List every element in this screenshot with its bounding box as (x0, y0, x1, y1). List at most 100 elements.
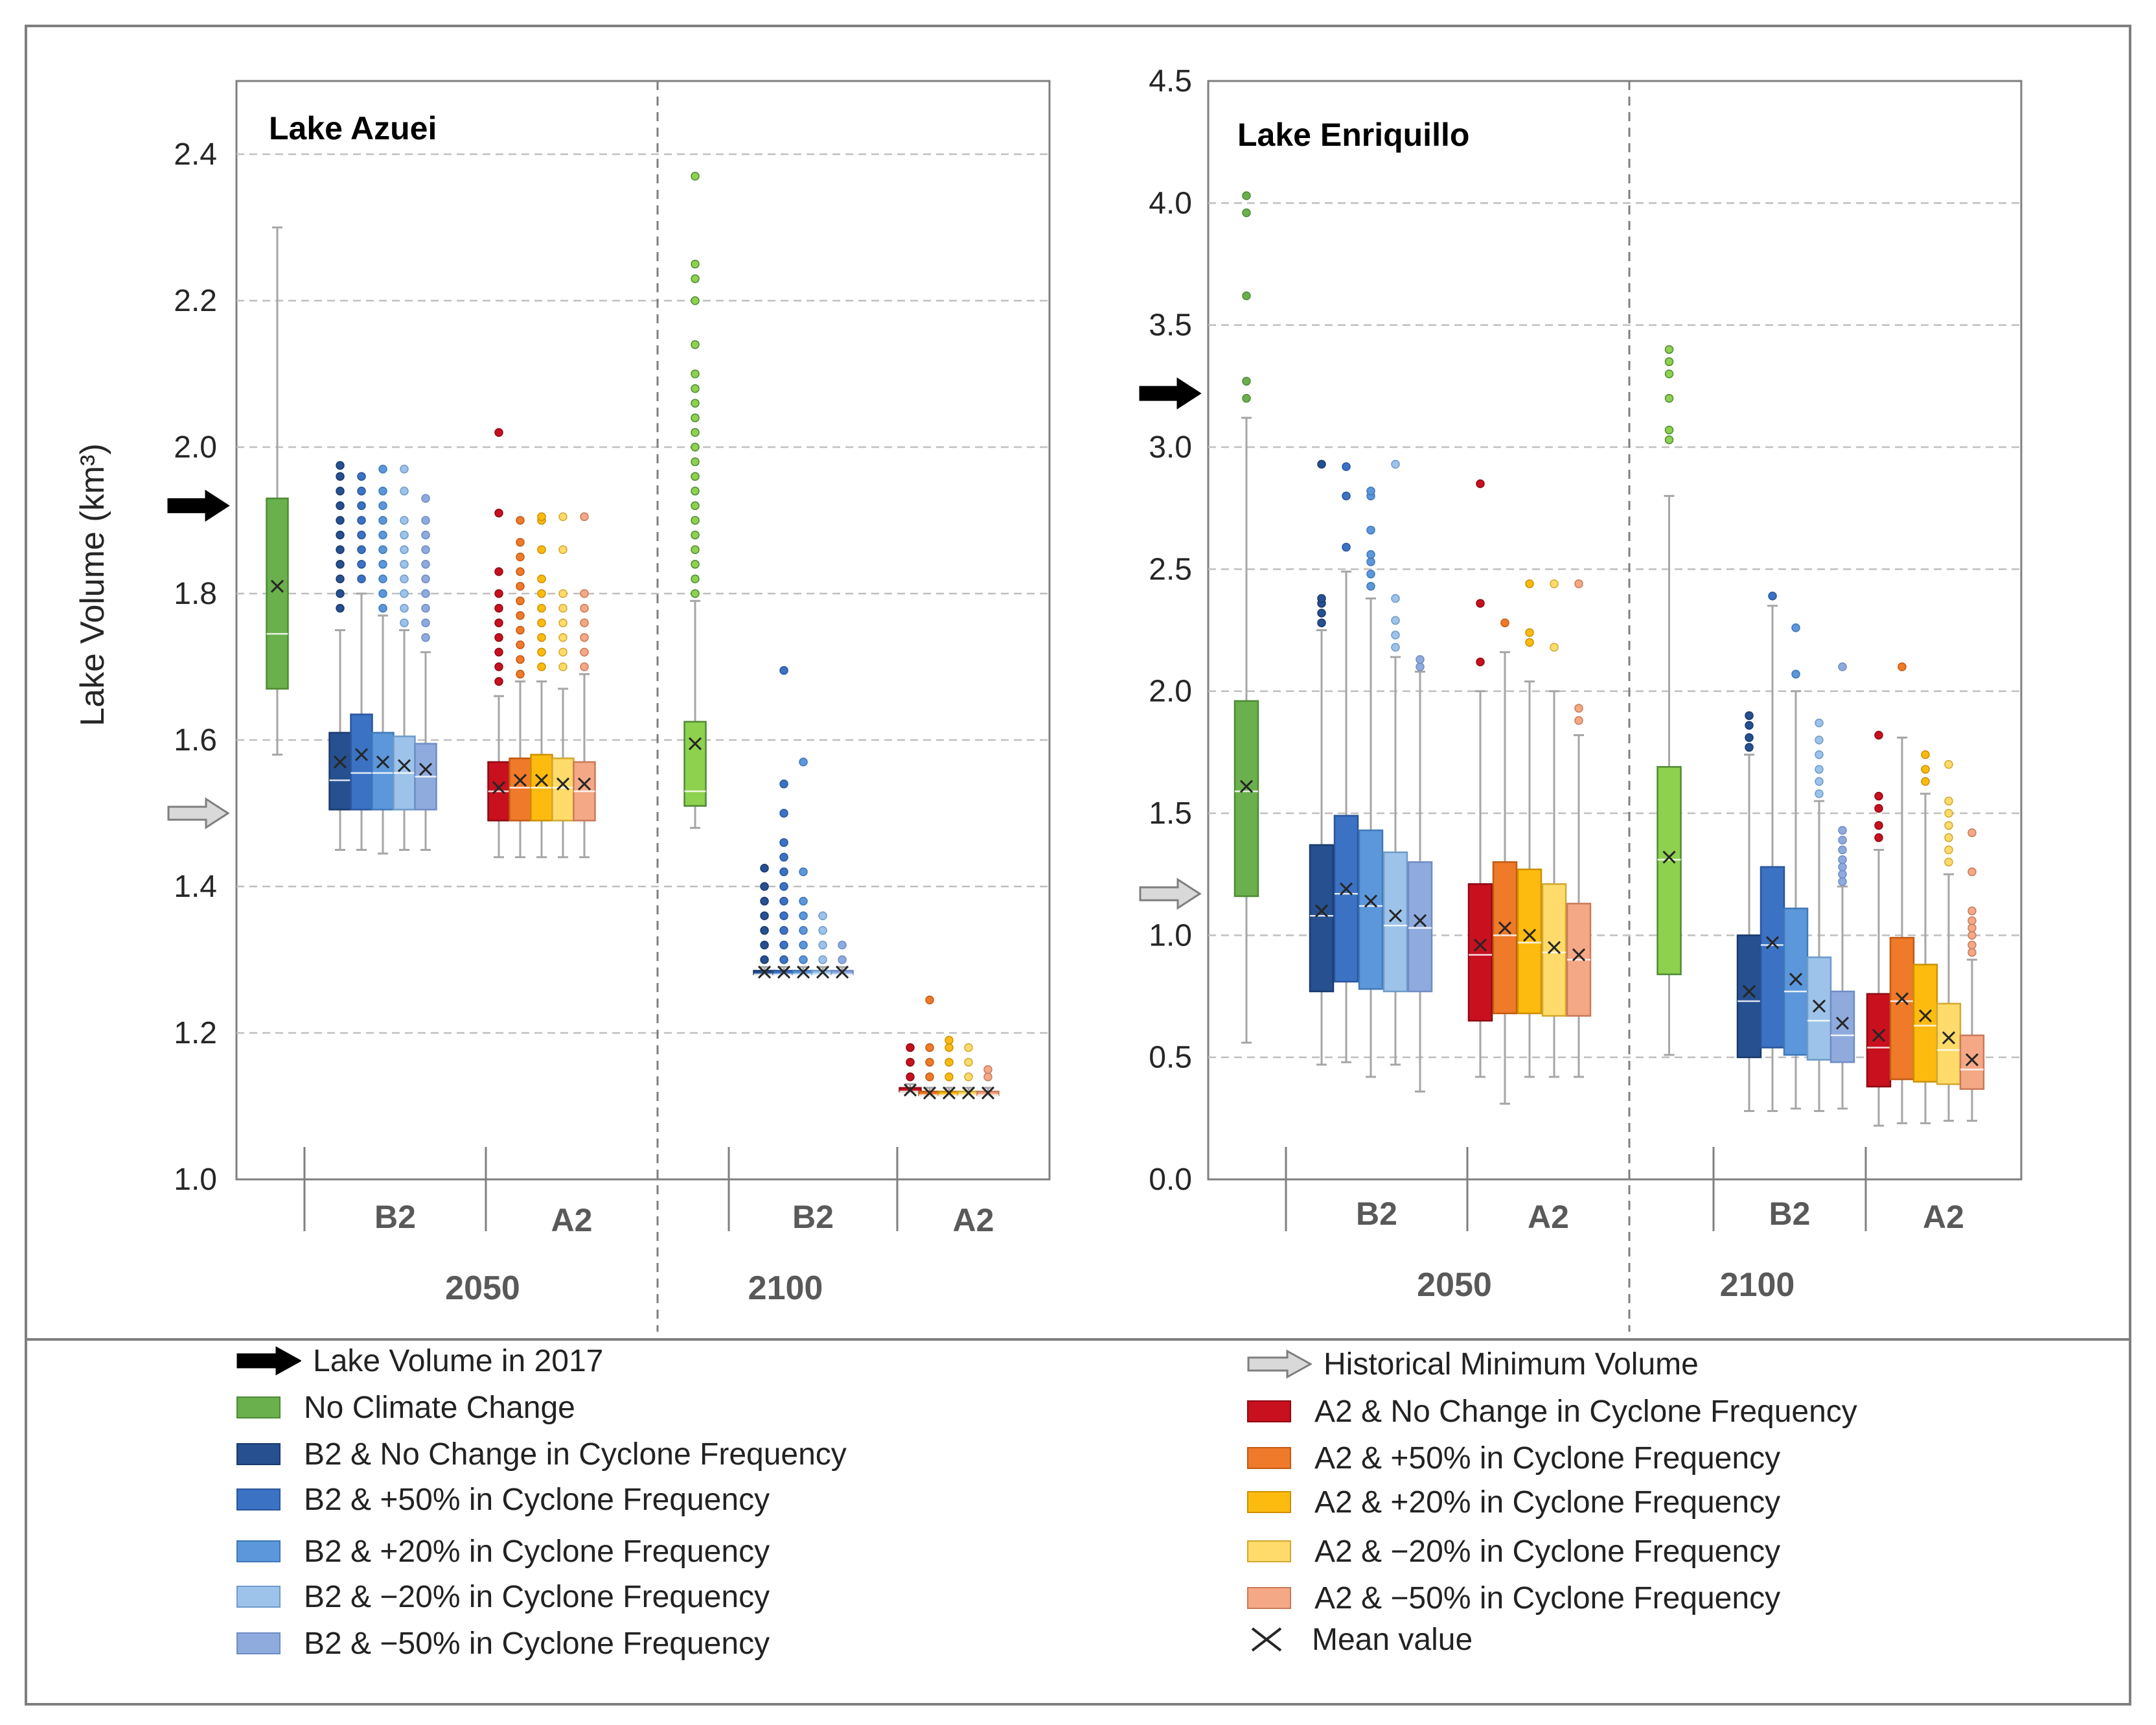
y-tick-label: 1.6 (174, 723, 217, 758)
box-b2-2 (772, 666, 796, 979)
box-a2-10 (1959, 828, 1985, 1122)
outlier-point (1664, 393, 1674, 403)
outlier-point (691, 545, 700, 554)
outlier-point (691, 516, 700, 525)
outlier-point (760, 882, 769, 891)
outlier-point (1838, 826, 1847, 835)
outlier-point (1874, 730, 1883, 740)
outlier-point (1366, 570, 1375, 579)
outlier-point (1944, 796, 1953, 805)
legend-item: B2 & −20% in Cyclone Frequency (236, 1575, 770, 1618)
outlier-point (1242, 376, 1251, 386)
outlier-point (1944, 809, 1953, 818)
outlier-point (760, 911, 769, 920)
outlier-point (1874, 833, 1883, 842)
outlier-point (421, 516, 430, 525)
outlier-point (1242, 191, 1251, 200)
box-b2-2 (350, 472, 373, 851)
box-mean (688, 737, 702, 750)
box-body (1333, 815, 1359, 983)
y-tick-label: 1.0 (174, 1163, 217, 1197)
outlier-point (1342, 542, 1351, 552)
outlier-point (537, 603, 546, 613)
outlier-point (1242, 208, 1251, 218)
outlier-point (779, 926, 788, 935)
outlier-point (558, 512, 568, 522)
box-mean (777, 966, 791, 979)
outlier-point (336, 545, 345, 554)
y-tick-label: 1.0 (1149, 918, 1192, 953)
box-mean (1835, 1016, 1850, 1030)
legend-label: A2 & No Change in Cyclone Frequency (1314, 1394, 1857, 1429)
outlier-point (1815, 735, 1824, 745)
outlier-point (691, 457, 700, 467)
box-mean (1872, 1028, 1886, 1042)
outlier-point (1838, 845, 1847, 855)
legend-label: B2 & No Change in Cyclone Frequency (304, 1437, 847, 1472)
outlier-point (1815, 750, 1824, 759)
outlier-point (1745, 733, 1754, 742)
outlier-point (421, 574, 430, 584)
outlier-point (1416, 662, 1425, 671)
outlier-point (799, 940, 808, 950)
box-body (1866, 993, 1892, 1088)
box-a2-9 (1936, 759, 1962, 1122)
outlier-point (906, 1043, 915, 1052)
outlier-point (494, 647, 503, 657)
box-body (1912, 964, 1938, 1083)
outlier-point (1476, 599, 1485, 608)
outlier-point (1921, 750, 1930, 759)
box-mean (1662, 850, 1676, 864)
outlier-point (691, 472, 700, 481)
box-mean (1895, 992, 1909, 1006)
historical-minimum-marker (1139, 877, 1202, 910)
box-a2-7 (1492, 618, 1518, 1105)
legend-swatch (236, 1443, 281, 1465)
outlier-point (336, 487, 345, 496)
outlier-point (400, 603, 409, 613)
y-tick-label: 1.5 (1149, 796, 1192, 831)
outlier-point (580, 603, 589, 613)
outlier-point (378, 603, 387, 613)
outlier-point (580, 633, 589, 642)
box-a2-7 (509, 516, 532, 859)
y-tick-label: 0.5 (1149, 1041, 1192, 1075)
outlier-point (537, 647, 546, 657)
outlier-point (1967, 931, 1977, 940)
outlier-point (494, 677, 503, 686)
outlier-point (1898, 662, 1907, 671)
outlier-point (336, 461, 345, 470)
outlier-point (691, 530, 700, 540)
outlier-point (691, 172, 700, 181)
outlier-point (1342, 491, 1351, 501)
y-tick-label: 3.5 (1149, 308, 1192, 343)
outlier-point (945, 1072, 954, 1082)
outlier-point (964, 1058, 973, 1067)
box-mean (1547, 941, 1561, 955)
outlier-point (945, 1036, 954, 1045)
legend-item: A2 & −20% in Cyclone Frequency (1247, 1530, 1780, 1573)
outlier-point (779, 853, 788, 862)
outlier-point (516, 538, 525, 547)
box-b2-4 (811, 911, 834, 979)
outlier-point (779, 896, 788, 906)
outlier-point (1944, 845, 1953, 855)
box-body (350, 713, 373, 811)
box-b2-3 (1358, 487, 1384, 1078)
outlier-point (945, 1043, 954, 1052)
box-b2-5 (1407, 654, 1433, 1093)
outlier-point (1921, 765, 1930, 774)
box-a2-8 (1517, 579, 1542, 1078)
outlier-point (1366, 550, 1375, 559)
box-mean (492, 781, 506, 794)
outlier-point (558, 603, 568, 613)
outlier-point (1366, 487, 1375, 496)
lake-volume-2017-marker (1139, 377, 1202, 410)
outlier-point (516, 640, 525, 649)
outlier-point (516, 625, 525, 635)
box-mean (1522, 929, 1537, 942)
outlier-point (357, 472, 366, 481)
box-b2-2 (1760, 592, 1785, 1113)
box-no-climate-change (1233, 191, 1259, 1044)
